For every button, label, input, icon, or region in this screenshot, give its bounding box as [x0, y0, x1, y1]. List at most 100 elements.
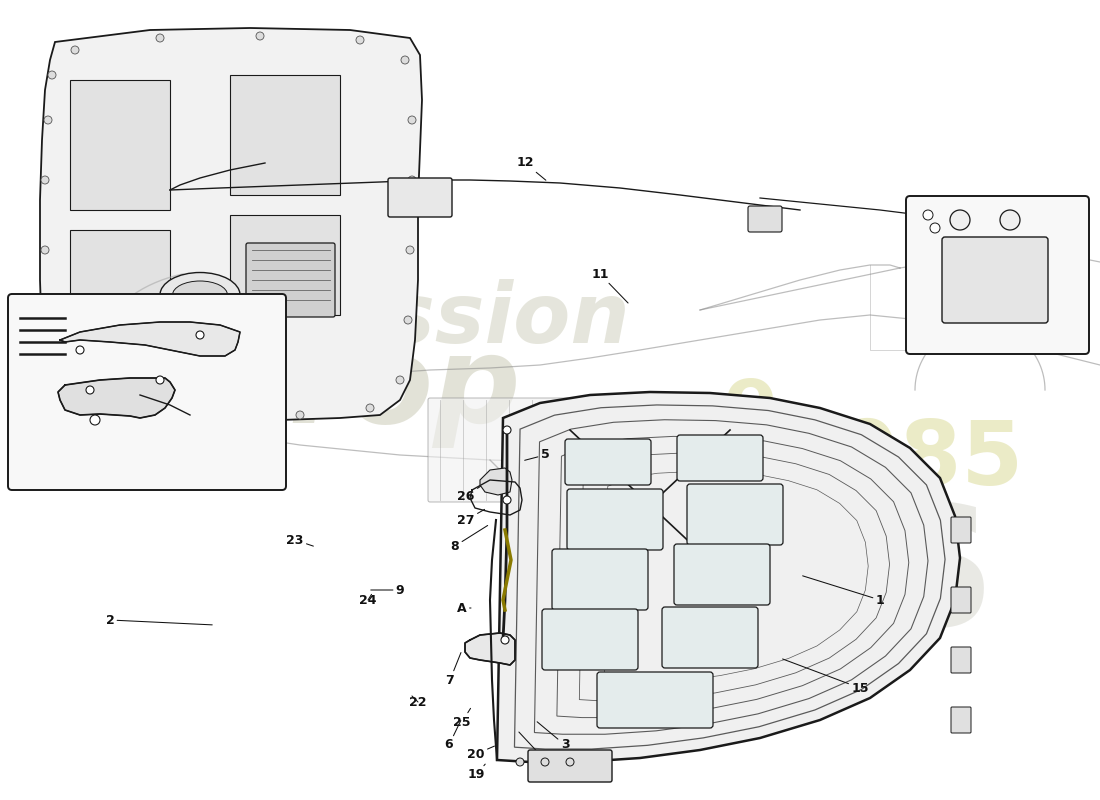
- Polygon shape: [58, 378, 175, 418]
- Circle shape: [402, 56, 409, 64]
- FancyBboxPatch shape: [952, 517, 971, 543]
- Circle shape: [41, 176, 50, 184]
- Circle shape: [86, 386, 94, 394]
- Circle shape: [256, 32, 264, 40]
- Bar: [70, 230, 170, 330]
- Text: A: A: [458, 602, 471, 614]
- FancyBboxPatch shape: [674, 544, 770, 605]
- FancyBboxPatch shape: [565, 439, 651, 485]
- Circle shape: [408, 176, 416, 184]
- Text: e: e: [724, 362, 777, 438]
- FancyBboxPatch shape: [952, 647, 971, 673]
- Text: 23: 23: [286, 534, 313, 546]
- Text: 4: 4: [519, 732, 549, 766]
- Text: 24: 24: [360, 594, 376, 606]
- Circle shape: [930, 223, 940, 233]
- FancyBboxPatch shape: [597, 672, 713, 728]
- Circle shape: [156, 34, 164, 42]
- FancyBboxPatch shape: [552, 549, 648, 610]
- FancyBboxPatch shape: [906, 196, 1089, 354]
- Text: 29: 29: [103, 378, 124, 392]
- FancyBboxPatch shape: [528, 750, 612, 782]
- FancyBboxPatch shape: [662, 607, 758, 668]
- Text: 22: 22: [409, 695, 427, 709]
- Text: 19: 19: [468, 764, 485, 782]
- FancyBboxPatch shape: [246, 243, 336, 317]
- Text: 18: 18: [989, 234, 1006, 251]
- Circle shape: [216, 410, 224, 418]
- Circle shape: [41, 246, 50, 254]
- Text: 11: 11: [592, 267, 628, 303]
- Text: assion: assion: [330, 279, 630, 361]
- Ellipse shape: [160, 273, 240, 318]
- Text: 5: 5: [525, 449, 549, 462]
- Text: 21: 21: [557, 764, 574, 782]
- Circle shape: [48, 71, 56, 79]
- Text: 16: 16: [1047, 234, 1069, 251]
- Circle shape: [406, 246, 414, 254]
- Ellipse shape: [173, 281, 228, 309]
- Circle shape: [296, 411, 304, 419]
- Circle shape: [500, 636, 509, 644]
- Text: 9: 9: [371, 583, 405, 597]
- Circle shape: [566, 758, 574, 766]
- Text: 26: 26: [458, 483, 485, 502]
- Circle shape: [408, 116, 416, 124]
- Circle shape: [91, 398, 99, 406]
- Text: 20: 20: [468, 746, 494, 761]
- Circle shape: [923, 210, 933, 220]
- FancyBboxPatch shape: [748, 206, 782, 232]
- FancyBboxPatch shape: [388, 178, 452, 217]
- Circle shape: [541, 758, 549, 766]
- Bar: [230, 75, 340, 195]
- Circle shape: [950, 210, 970, 230]
- Text: 6: 6: [444, 721, 461, 751]
- Text: 3: 3: [537, 722, 570, 751]
- Text: 13: 13: [30, 378, 55, 391]
- Circle shape: [503, 426, 512, 434]
- Polygon shape: [40, 28, 422, 420]
- Text: 25: 25: [453, 708, 471, 729]
- Polygon shape: [497, 392, 960, 762]
- FancyBboxPatch shape: [8, 294, 286, 490]
- Text: 12: 12: [516, 157, 546, 180]
- Circle shape: [366, 404, 374, 412]
- Polygon shape: [60, 322, 240, 356]
- Circle shape: [90, 415, 100, 425]
- Bar: [70, 80, 170, 210]
- Circle shape: [43, 316, 51, 324]
- Circle shape: [404, 316, 412, 324]
- Polygon shape: [480, 468, 512, 495]
- Circle shape: [76, 346, 84, 354]
- Text: eS: eS: [763, 498, 997, 662]
- Circle shape: [72, 46, 79, 54]
- Circle shape: [356, 36, 364, 44]
- Circle shape: [503, 496, 512, 504]
- FancyBboxPatch shape: [676, 435, 763, 481]
- Text: 1985: 1985: [777, 417, 1024, 503]
- Text: europ: europ: [119, 331, 520, 449]
- Circle shape: [156, 376, 164, 384]
- Text: 17: 17: [952, 234, 972, 251]
- Circle shape: [1000, 210, 1020, 230]
- FancyBboxPatch shape: [566, 489, 663, 550]
- Circle shape: [196, 331, 204, 339]
- Text: 28: 28: [64, 378, 84, 392]
- FancyBboxPatch shape: [688, 484, 783, 545]
- Circle shape: [516, 758, 524, 766]
- FancyBboxPatch shape: [952, 707, 971, 733]
- Circle shape: [56, 376, 64, 384]
- Text: 27: 27: [458, 510, 485, 526]
- Text: 30: 30: [140, 378, 156, 390]
- FancyBboxPatch shape: [952, 587, 971, 613]
- FancyBboxPatch shape: [542, 609, 638, 670]
- Circle shape: [44, 116, 52, 124]
- Text: 2: 2: [106, 614, 212, 626]
- Text: 31: 31: [176, 378, 194, 390]
- FancyBboxPatch shape: [428, 398, 632, 502]
- FancyBboxPatch shape: [942, 237, 1048, 323]
- Circle shape: [146, 406, 154, 414]
- Text: A: A: [553, 571, 563, 585]
- Text: 7: 7: [446, 653, 461, 686]
- Circle shape: [396, 376, 404, 384]
